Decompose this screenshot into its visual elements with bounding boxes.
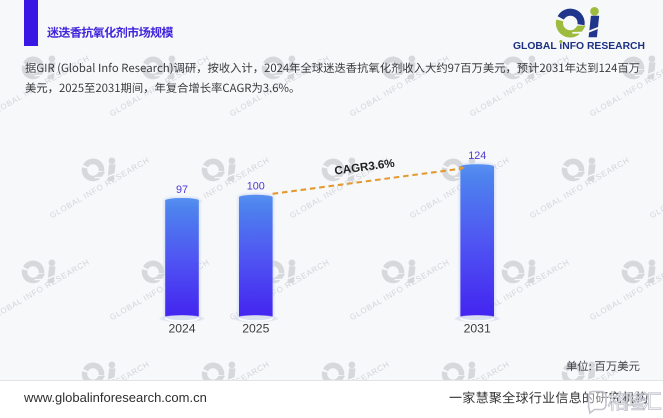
svg-text:100: 100 (247, 181, 265, 193)
svg-text:124: 124 (468, 150, 486, 162)
svg-text:2024: 2024 (168, 322, 195, 336)
svg-text:GLOBAL iNFO RESEARCH: GLOBAL iNFO RESEARCH (513, 41, 645, 52)
svg-text:www.globalinforesearch.com.cn: www.globalinforesearch.com.cn (23, 390, 207, 405)
svg-text:97: 97 (176, 184, 188, 196)
svg-text:2025: 2025 (242, 322, 269, 336)
svg-text:2031: 2031 (464, 322, 491, 336)
